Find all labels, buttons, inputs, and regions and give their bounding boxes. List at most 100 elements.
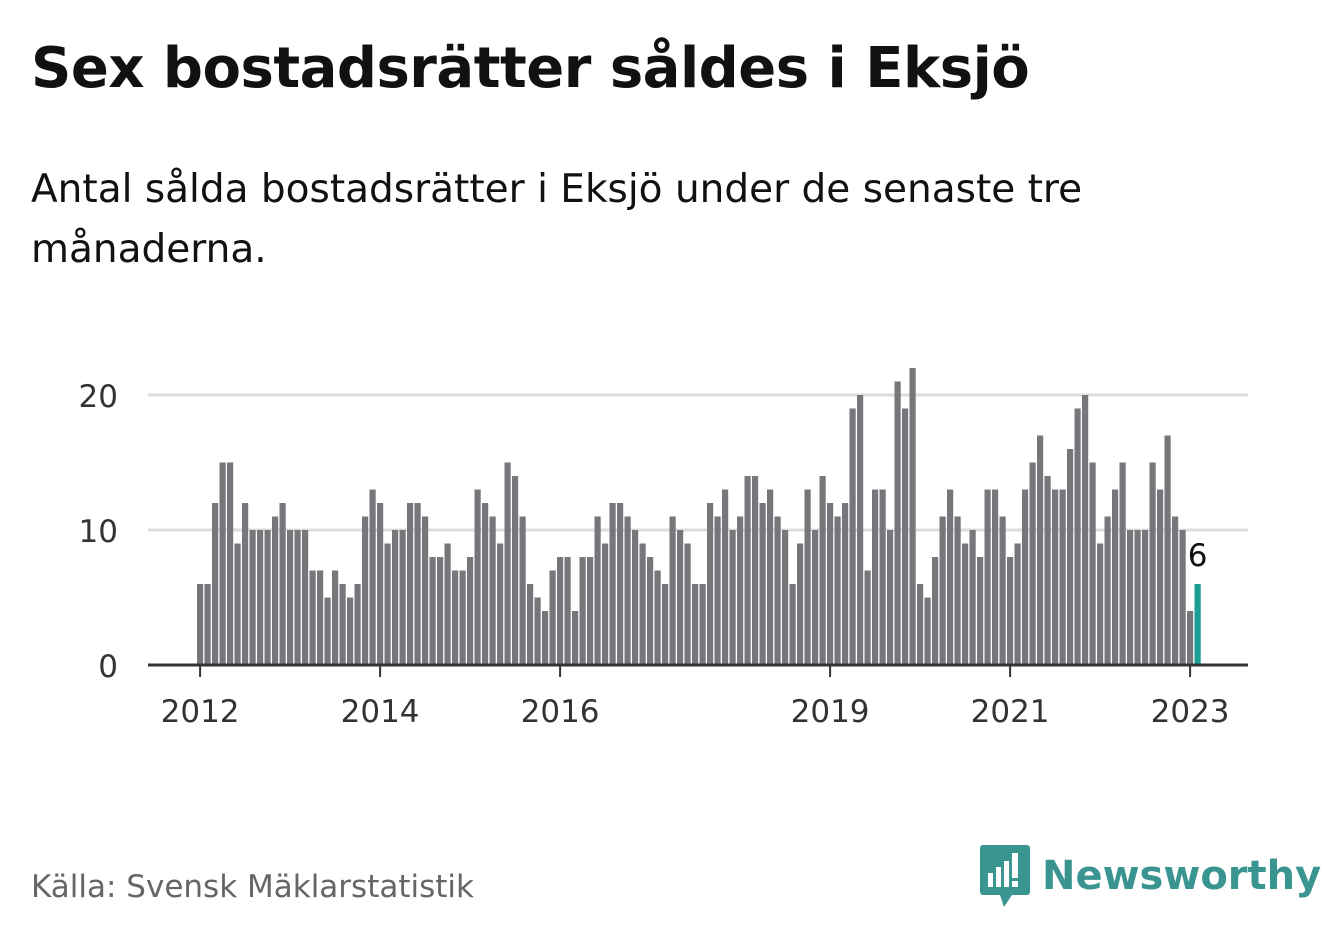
bar <box>654 570 661 665</box>
bar <box>534 597 541 665</box>
bar <box>647 557 654 665</box>
bar <box>1097 543 1104 665</box>
bar <box>842 503 849 665</box>
bar <box>362 516 369 665</box>
bar <box>212 503 219 665</box>
bar <box>249 530 256 665</box>
bar <box>339 584 346 665</box>
bar <box>482 503 489 665</box>
bar <box>1127 530 1134 665</box>
bar <box>242 503 249 665</box>
bar <box>542 611 549 665</box>
bar-series <box>197 368 1201 665</box>
bar <box>669 516 676 665</box>
brand-logo[interactable]: Newsworthy <box>980 845 1321 907</box>
bar <box>707 503 714 665</box>
bar <box>1187 611 1194 665</box>
bar <box>767 489 774 665</box>
bar <box>827 503 834 665</box>
bar <box>984 489 991 665</box>
bar <box>377 503 384 665</box>
bar <box>1022 489 1029 665</box>
bar <box>1037 435 1044 665</box>
bar <box>699 584 706 665</box>
bar <box>287 530 294 665</box>
bar <box>894 381 901 665</box>
bar <box>992 489 999 665</box>
bar <box>1074 408 1081 665</box>
source-note: Källa: Svensk Mäklarstatistik <box>31 869 474 905</box>
bar <box>264 530 271 665</box>
bar <box>1067 449 1074 665</box>
bar <box>527 584 534 665</box>
bar <box>579 557 586 665</box>
bar <box>294 530 301 665</box>
bar <box>1104 516 1111 665</box>
bar <box>677 530 684 665</box>
bar <box>347 597 354 665</box>
bar <box>1052 489 1059 665</box>
bar <box>354 584 361 665</box>
bar <box>587 557 594 665</box>
bar <box>257 530 264 665</box>
bar <box>1142 530 1149 665</box>
bar <box>1112 489 1119 665</box>
bar <box>962 543 969 665</box>
bar <box>692 584 699 665</box>
bar <box>1172 516 1179 665</box>
bar <box>684 543 691 665</box>
bar <box>917 584 924 665</box>
x-tick-label: 2021 <box>971 694 1050 730</box>
bar <box>504 462 511 665</box>
bar <box>204 584 211 665</box>
bar <box>467 557 474 665</box>
bar <box>662 584 669 665</box>
bar <box>369 489 376 665</box>
bar <box>879 489 886 665</box>
bar <box>617 503 624 665</box>
axes <box>148 663 1248 677</box>
bar <box>564 557 571 665</box>
bar <box>1134 530 1141 665</box>
bar <box>789 584 796 665</box>
bar <box>594 516 601 665</box>
bar <box>834 516 841 665</box>
bar <box>399 530 406 665</box>
bar <box>797 543 804 665</box>
bar <box>812 530 819 665</box>
bar <box>272 516 279 665</box>
bar <box>489 516 496 665</box>
bar <box>1089 462 1096 665</box>
bar <box>759 503 766 665</box>
bar <box>1044 476 1051 665</box>
bar <box>234 543 241 665</box>
bar <box>384 543 391 665</box>
bar <box>197 584 204 665</box>
bar <box>744 476 751 665</box>
newsworthy-logo-icon <box>980 845 1030 907</box>
bar <box>602 543 609 665</box>
bar <box>437 557 444 665</box>
chart-subtitle: Antal sålda bostadsrätter i Eksjö under … <box>31 167 1083 273</box>
bar <box>1007 557 1014 665</box>
bar <box>1179 530 1186 665</box>
x-tick-label: 2012 <box>161 694 240 730</box>
bar <box>1164 435 1171 665</box>
bar <box>609 503 616 665</box>
y-tick-label: 10 <box>79 514 118 550</box>
bar <box>639 543 646 665</box>
bar <box>887 530 894 665</box>
bar <box>714 516 721 665</box>
y-tick-label: 20 <box>79 379 118 415</box>
bar <box>452 570 459 665</box>
bar <box>317 570 324 665</box>
highlight-data-label: 6 <box>1188 538 1208 574</box>
bar <box>947 489 954 665</box>
bar <box>782 530 789 665</box>
bar <box>722 489 729 665</box>
bar <box>932 557 939 665</box>
x-tick-label: 2016 <box>521 694 600 730</box>
bar <box>332 570 339 665</box>
bar <box>519 516 526 665</box>
